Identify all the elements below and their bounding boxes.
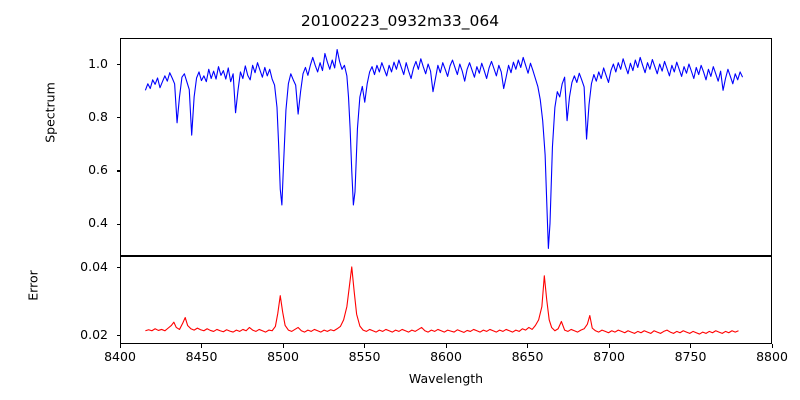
x-tick-label: 8400 xyxy=(104,349,136,364)
page-title: 20100223_0932m33_064 xyxy=(300,12,500,30)
x-tick-mark xyxy=(119,344,121,348)
spectrum-line-series xyxy=(121,39,771,255)
y-tick-label: 0.4 xyxy=(88,215,108,231)
spectrum-axis-label: Spectrum xyxy=(42,82,58,143)
y-tick-label: 0.02 xyxy=(80,326,108,342)
y-tick-mark xyxy=(116,223,120,225)
y-tick-mark xyxy=(116,170,120,172)
error-axis-label: Error xyxy=(25,270,41,301)
x-tick-label: 8500 xyxy=(267,349,299,364)
error-plot-area xyxy=(120,256,772,344)
y-tick-mark xyxy=(116,64,120,66)
x-tick-mark xyxy=(201,344,203,348)
x-tick-label: 8650 xyxy=(511,349,544,364)
x-tick-mark xyxy=(527,344,529,348)
spectrum-plot-area xyxy=(120,38,772,256)
y-tick-label: 0.04 xyxy=(80,258,108,274)
y-tick-label: 1.0 xyxy=(88,55,108,71)
y-tick-mark xyxy=(116,267,120,269)
y-tick-label: 0.8 xyxy=(88,108,108,124)
x-tick-mark xyxy=(364,344,366,348)
x-tick-label: 8750 xyxy=(674,349,707,364)
x-tick-mark xyxy=(771,344,773,348)
x-tick-mark xyxy=(282,344,284,348)
x-tick-label: 8450 xyxy=(185,349,218,364)
x-axis-label: Wavelength xyxy=(408,371,484,386)
x-tick-mark xyxy=(608,344,610,348)
y-tick-mark xyxy=(116,335,120,337)
x-tick-label: 8800 xyxy=(756,349,788,364)
error-line-series xyxy=(121,257,771,343)
x-tick-label: 8600 xyxy=(430,349,462,364)
y-tick-label: 0.6 xyxy=(88,161,108,177)
x-tick-mark xyxy=(445,344,447,348)
x-tick-label: 8550 xyxy=(348,349,381,364)
y-tick-mark xyxy=(116,117,120,119)
x-tick-mark xyxy=(690,344,692,348)
x-tick-label: 8700 xyxy=(593,349,625,364)
